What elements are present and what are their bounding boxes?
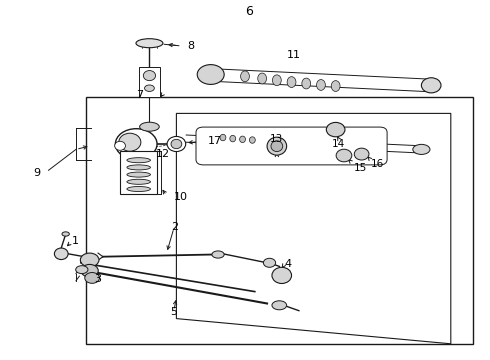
Bar (120, 151, 157, 194)
Ellipse shape (54, 248, 68, 260)
Text: 3: 3 (94, 274, 101, 284)
Ellipse shape (272, 301, 287, 310)
Ellipse shape (62, 232, 70, 236)
Text: 12: 12 (156, 149, 170, 159)
Ellipse shape (421, 78, 441, 93)
Polygon shape (176, 113, 451, 344)
Ellipse shape (212, 251, 224, 258)
Ellipse shape (230, 135, 236, 142)
Ellipse shape (272, 267, 292, 284)
FancyBboxPatch shape (196, 127, 387, 165)
Ellipse shape (75, 266, 88, 274)
Ellipse shape (140, 122, 159, 131)
Ellipse shape (85, 273, 99, 283)
Ellipse shape (354, 148, 369, 160)
Ellipse shape (81, 264, 98, 277)
Ellipse shape (220, 134, 226, 141)
Ellipse shape (240, 136, 245, 143)
Text: 8: 8 (187, 41, 195, 51)
Ellipse shape (167, 136, 186, 152)
Ellipse shape (317, 80, 325, 90)
Text: 7: 7 (136, 90, 144, 100)
Ellipse shape (127, 179, 150, 184)
Text: 16: 16 (371, 159, 384, 169)
Ellipse shape (127, 158, 150, 163)
Text: 1: 1 (72, 236, 79, 246)
Text: 13: 13 (270, 134, 284, 144)
Ellipse shape (119, 133, 141, 151)
Text: 11: 11 (287, 50, 301, 60)
Ellipse shape (267, 137, 287, 155)
Text: 14: 14 (331, 139, 345, 149)
Ellipse shape (145, 85, 154, 91)
Ellipse shape (171, 139, 182, 149)
Ellipse shape (136, 39, 163, 48)
Ellipse shape (127, 165, 150, 170)
Ellipse shape (413, 144, 430, 154)
Ellipse shape (197, 65, 224, 85)
Ellipse shape (249, 137, 255, 143)
Ellipse shape (331, 81, 340, 91)
Ellipse shape (80, 253, 99, 267)
Text: 6: 6 (245, 5, 253, 18)
Ellipse shape (264, 258, 275, 267)
Ellipse shape (287, 77, 296, 87)
Text: 2: 2 (172, 222, 178, 232)
Bar (86, 97, 473, 344)
Ellipse shape (336, 149, 352, 162)
Text: 10: 10 (174, 192, 188, 202)
Ellipse shape (272, 75, 281, 86)
Bar (139, 67, 160, 97)
Ellipse shape (241, 71, 249, 82)
Ellipse shape (127, 186, 150, 192)
Ellipse shape (143, 71, 156, 81)
Ellipse shape (115, 141, 125, 150)
Text: 4: 4 (285, 259, 292, 269)
Text: 9: 9 (33, 168, 40, 178)
Text: 5: 5 (171, 307, 177, 317)
Ellipse shape (116, 129, 157, 159)
Ellipse shape (326, 122, 345, 137)
Ellipse shape (258, 73, 267, 84)
Text: 15: 15 (354, 163, 367, 173)
Ellipse shape (302, 78, 311, 89)
Text: 17: 17 (208, 136, 222, 147)
Ellipse shape (127, 172, 150, 177)
Ellipse shape (271, 141, 283, 152)
